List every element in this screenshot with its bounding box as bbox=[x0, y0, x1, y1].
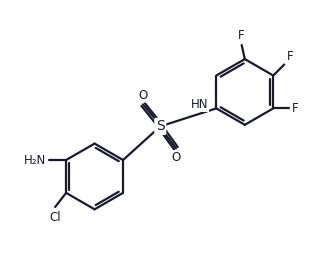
Text: S: S bbox=[156, 119, 165, 133]
Text: F: F bbox=[238, 30, 245, 42]
Text: H₂N: H₂N bbox=[24, 154, 47, 167]
Text: O: O bbox=[139, 89, 148, 102]
Text: O: O bbox=[171, 151, 181, 164]
Text: Cl: Cl bbox=[50, 211, 61, 224]
Text: F: F bbox=[291, 102, 298, 115]
Text: HN: HN bbox=[191, 98, 209, 111]
Text: F: F bbox=[287, 50, 293, 63]
